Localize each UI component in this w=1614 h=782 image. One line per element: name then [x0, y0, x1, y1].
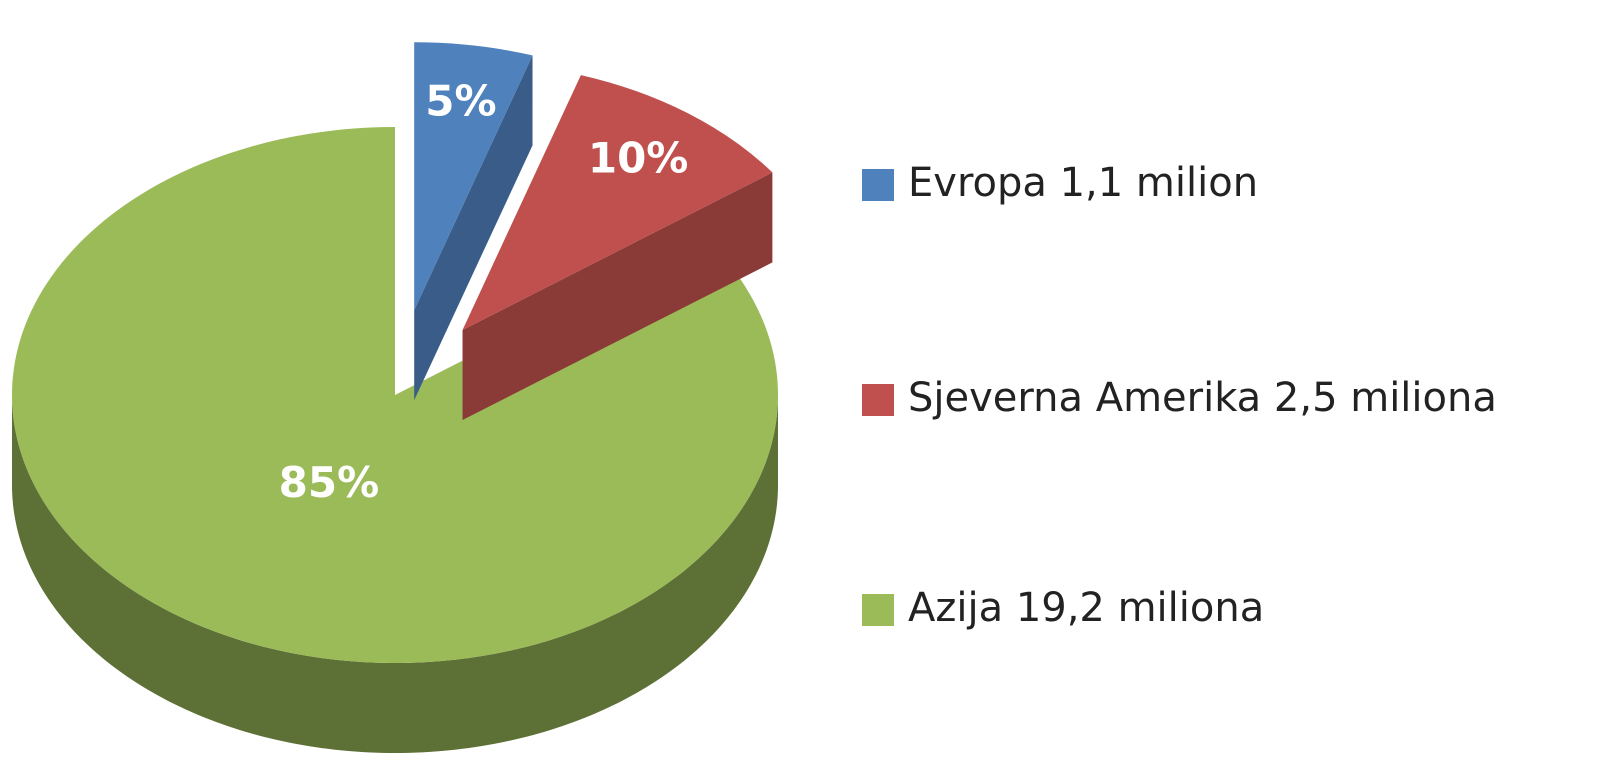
legend-label: Sjeverna Amerika 2,5 miliona [908, 375, 1497, 421]
slice-side [12, 395, 778, 753]
pie-slice [462, 75, 773, 330]
value-label: 10% [588, 133, 689, 182]
slice-edge [414, 55, 533, 401]
pie-slice [11, 127, 779, 663]
slice-edge [462, 172, 773, 420]
legend-swatch [862, 384, 894, 416]
legend-label: Evropa 1,1 milion [908, 160, 1258, 206]
legend-swatch [862, 169, 894, 201]
value-label: 85% [279, 458, 380, 507]
value-label: 5% [425, 76, 496, 125]
legend-swatch [862, 594, 894, 626]
legend-label: Azija 19,2 miliona [908, 585, 1264, 631]
pie-slice [414, 42, 533, 311]
